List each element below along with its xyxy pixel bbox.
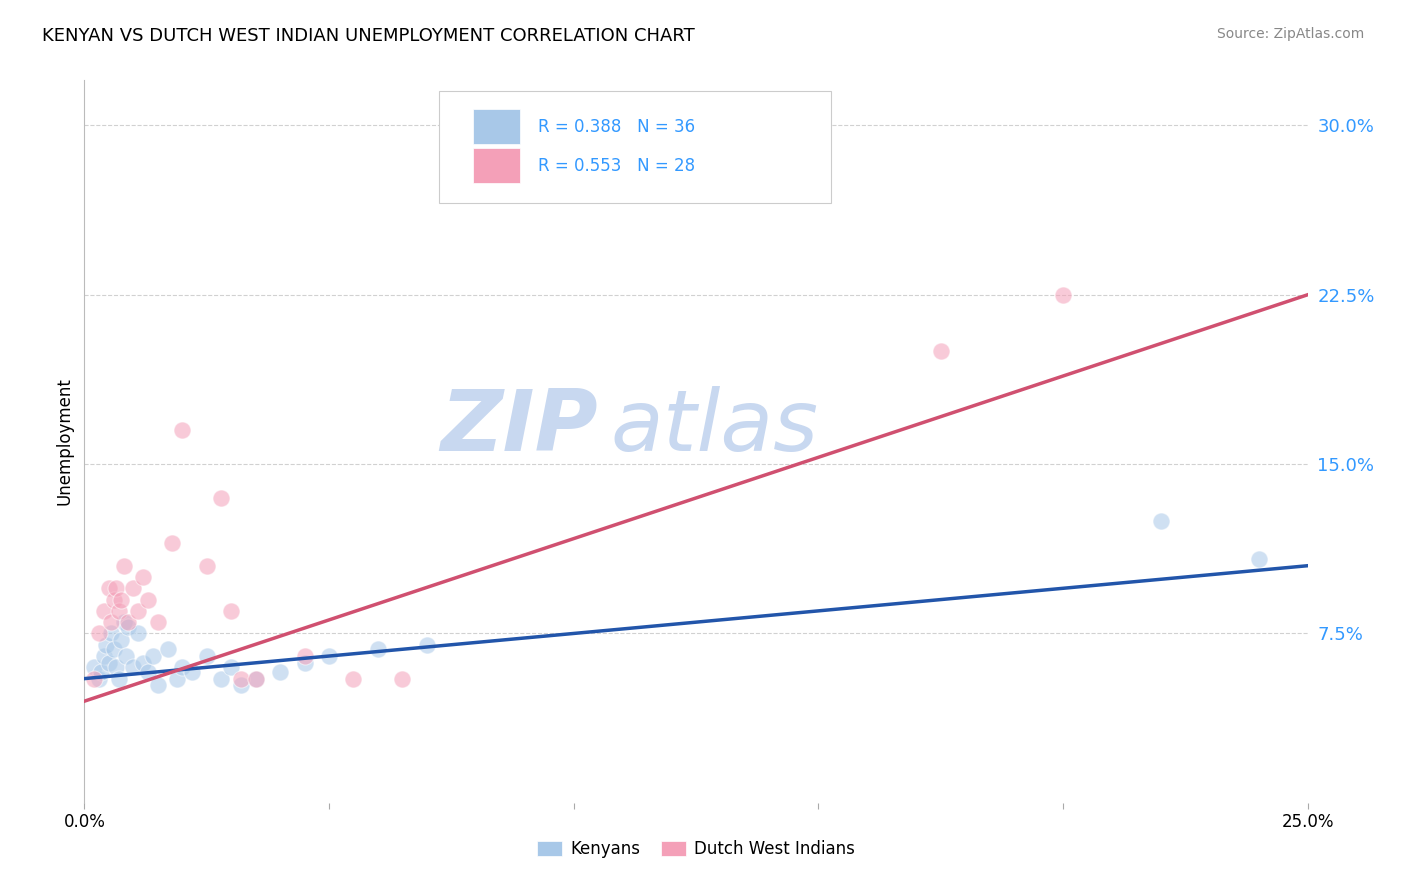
Point: [229, 672, 252, 686]
Text: atlas: atlas: [610, 385, 818, 468]
Point: [122, 582, 145, 596]
Point: [132, 570, 155, 584]
Point: [112, 558, 135, 573]
Point: [115, 648, 138, 663]
Point: [110, 592, 132, 607]
Point: [416, 638, 439, 652]
FancyBboxPatch shape: [439, 91, 831, 203]
Point: [100, 615, 122, 630]
Point: [1052, 287, 1074, 301]
Point: [127, 604, 149, 618]
Point: [127, 626, 149, 640]
Point: [391, 672, 413, 686]
Point: [245, 672, 267, 686]
Point: [162, 536, 184, 550]
Point: [367, 642, 389, 657]
Point: [142, 648, 165, 663]
Point: [93, 604, 115, 618]
Point: [93, 648, 115, 663]
Text: Source: ZipAtlas.com: Source: ZipAtlas.com: [1216, 27, 1364, 41]
Point: [156, 642, 179, 657]
Text: R = 0.388   N = 36: R = 0.388 N = 36: [538, 118, 696, 136]
Point: [245, 672, 267, 686]
Point: [172, 423, 194, 437]
Point: [107, 672, 129, 686]
Point: [103, 642, 125, 657]
Point: [294, 656, 316, 670]
Text: KENYAN VS DUTCH WEST INDIAN UNEMPLOYMENT CORRELATION CHART: KENYAN VS DUTCH WEST INDIAN UNEMPLOYMENT…: [42, 27, 695, 45]
Point: [136, 592, 159, 607]
FancyBboxPatch shape: [474, 109, 520, 144]
Point: [342, 672, 364, 686]
Point: [929, 344, 952, 359]
Point: [97, 656, 120, 670]
Point: [117, 620, 139, 634]
Point: [90, 665, 112, 679]
Point: [112, 615, 135, 630]
Point: [195, 558, 218, 573]
Point: [146, 678, 169, 692]
Text: R = 0.553   N = 28: R = 0.553 N = 28: [538, 156, 696, 175]
Point: [122, 660, 145, 674]
Point: [219, 660, 242, 674]
Point: [83, 660, 105, 674]
Text: ZIP: ZIP: [440, 385, 598, 468]
Point: [166, 672, 188, 686]
Point: [172, 660, 194, 674]
Point: [146, 615, 169, 630]
Point: [105, 660, 128, 674]
Point: [219, 604, 242, 618]
Point: [96, 638, 118, 652]
Point: [209, 491, 232, 505]
Point: [1150, 514, 1173, 528]
Point: [195, 648, 218, 663]
Point: [117, 615, 139, 630]
FancyBboxPatch shape: [474, 148, 520, 183]
Point: [181, 665, 204, 679]
Point: [269, 665, 291, 679]
Point: [229, 678, 252, 692]
Point: [97, 582, 120, 596]
Point: [132, 656, 155, 670]
Y-axis label: Unemployment: Unemployment: [55, 377, 73, 506]
Point: [83, 672, 105, 686]
Point: [100, 626, 122, 640]
Point: [103, 592, 125, 607]
Point: [209, 672, 232, 686]
Legend: Kenyans, Dutch West Indians: Kenyans, Dutch West Indians: [529, 832, 863, 867]
Point: [1247, 552, 1270, 566]
Point: [318, 648, 340, 663]
Point: [87, 672, 110, 686]
Point: [294, 648, 316, 663]
Point: [107, 604, 129, 618]
Point: [105, 582, 128, 596]
Point: [110, 633, 132, 648]
Point: [87, 626, 110, 640]
Point: [136, 665, 159, 679]
